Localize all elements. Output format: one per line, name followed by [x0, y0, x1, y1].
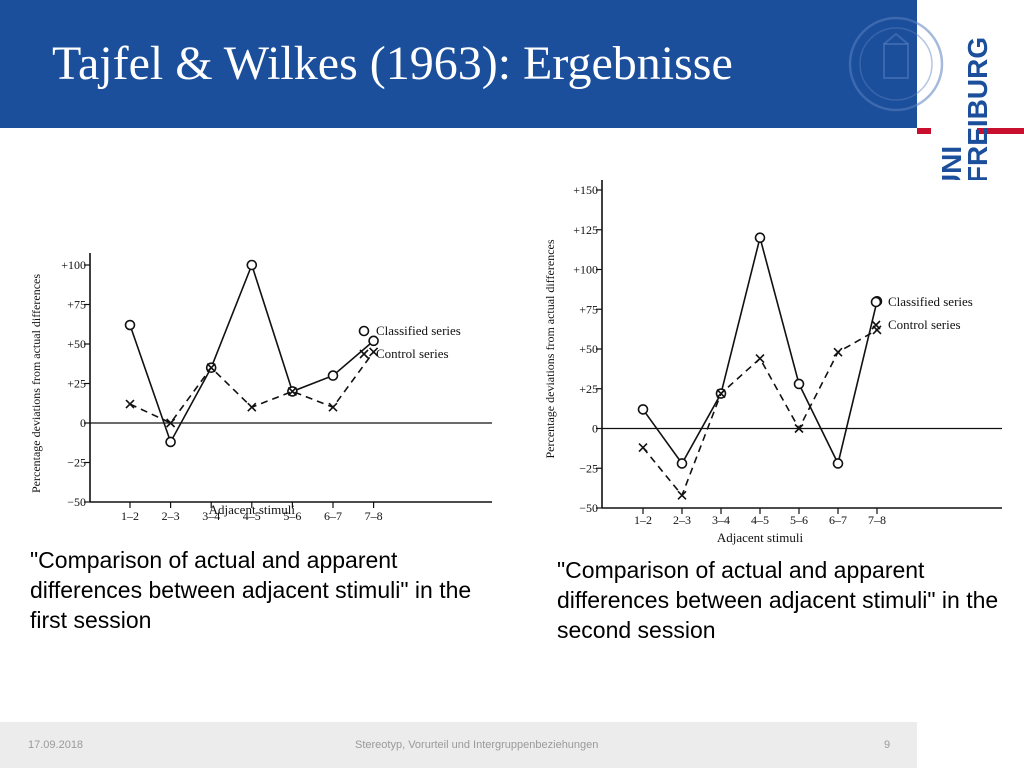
legend-entry: Control series — [376, 346, 449, 361]
classified-series-point — [165, 436, 176, 448]
x-tick-label: 3–4 — [202, 509, 220, 522]
slide-title: Tajfel & Wilkes (1963): Ergebnisse — [52, 37, 733, 90]
control-series-point — [247, 402, 257, 412]
x-tick-label: 1–2 — [634, 513, 652, 527]
control-series-point — [638, 443, 648, 453]
x-axis-label: Adjacent stimuli — [717, 530, 804, 545]
classified-series-point — [832, 458, 844, 469]
header-bar — [0, 0, 917, 128]
control-series-point — [677, 490, 687, 500]
control-series-point — [206, 363, 216, 373]
y-tick-label: +25 — [67, 377, 86, 391]
x-tick-label: 2–3 — [673, 513, 691, 527]
classified-series-point — [637, 404, 649, 415]
university-logo: UNI FREIBURG — [917, 0, 1024, 200]
control-series-line — [642, 329, 878, 497]
y-tick-label: +50 — [67, 337, 86, 351]
control-series-point — [369, 347, 379, 357]
y-axis-label: Percentage deviations from actual differ… — [543, 239, 557, 458]
legend-entry: Classified series — [376, 323, 461, 338]
classified-series-line — [129, 262, 375, 444]
x-tick-label: 4–5 — [243, 509, 261, 522]
classified-series-point — [793, 378, 805, 390]
footer-topic: Stereotyp, Vorurteil und Intergruppenbez… — [355, 739, 599, 751]
footer-date: 17.09.2018 — [28, 739, 84, 751]
classified-series-point — [754, 232, 766, 244]
classified-series-line — [642, 234, 878, 466]
footer-page-number: 9 — [884, 739, 891, 751]
legend-marker-classified — [870, 296, 882, 308]
y-tick-label: +150 — [573, 183, 598, 197]
logo-line-freiburg: FREIBURG — [962, 37, 993, 183]
chart-first-session: +100 +75 +50 +25 0 −25 −50 1–2 2–3 3–4 4–5 5–6 6–7 7–… — [28, 212, 498, 522]
control-series-point — [125, 399, 135, 409]
control-series-point — [287, 386, 297, 396]
classified-series-point — [676, 458, 688, 469]
y-tick-label: −50 — [579, 501, 598, 515]
caption-first-session: "Comparison of actual and apparent diffe… — [30, 547, 472, 633]
caption-second-session: "Comparison of actual and apparent diffe… — [557, 557, 999, 643]
x-tick-label: 5–6 — [283, 509, 301, 522]
legend-marker-control — [871, 320, 881, 330]
classified-series-point — [246, 259, 258, 271]
y-tick-label: 0 — [80, 416, 86, 430]
chart-second-session: +150 +125 +100 +75 +50 +25 0 −25 −50 1–2 2–3 3–4 4–5… — [540, 180, 1010, 550]
footer-bar: 17.09.2018 Stereotyp, Vorurteil und Inte… — [0, 722, 917, 768]
y-tick-label: 0 — [592, 422, 598, 436]
x-tick-label: 1–2 — [121, 509, 139, 522]
y-tick-label: +75 — [579, 302, 598, 316]
x-tick-label: 5–6 — [790, 513, 808, 527]
classified-series-point — [327, 370, 339, 381]
x-tick-label: 3–4 — [712, 513, 730, 527]
x-tick-label: 7–8 — [365, 509, 383, 522]
y-tick-label: −25 — [579, 461, 598, 475]
classified-series-point — [124, 319, 136, 331]
control-series-line — [129, 351, 375, 425]
legend-entry: Classified series — [888, 294, 973, 309]
y-tick-label: −50 — [67, 495, 86, 509]
y-tick-label: +25 — [579, 382, 598, 396]
legend-marker-classified — [358, 325, 370, 337]
x-tick-label: 6–7 — [829, 513, 847, 527]
x-axis-label: Adjacent stimuli — [209, 502, 296, 517]
y-tick-label: −25 — [67, 456, 86, 470]
control-series-point — [328, 402, 338, 412]
legend-marker-control — [359, 349, 369, 359]
y-axis-label: Percentage deviations from actual differ… — [29, 274, 43, 493]
y-tick-label: +100 — [573, 263, 598, 277]
x-tick-label: 7–8 — [868, 513, 886, 527]
x-tick-label: 4–5 — [751, 513, 769, 527]
control-series-point — [716, 388, 726, 399]
classified-series-point — [368, 335, 379, 347]
control-series-point — [833, 347, 843, 357]
y-tick-label: +50 — [579, 342, 598, 356]
university-seal-icon — [848, 16, 944, 112]
legend-entry: Control series — [888, 317, 961, 332]
control-series-point — [166, 418, 176, 428]
y-tick-label: +125 — [573, 223, 598, 237]
y-tick-label: +100 — [61, 258, 86, 272]
control-series-point — [794, 423, 804, 434]
x-tick-label: 2–3 — [162, 509, 180, 522]
control-series-point — [755, 353, 765, 364]
x-tick-label: 6–7 — [324, 509, 342, 522]
y-tick-label: +75 — [67, 298, 86, 312]
